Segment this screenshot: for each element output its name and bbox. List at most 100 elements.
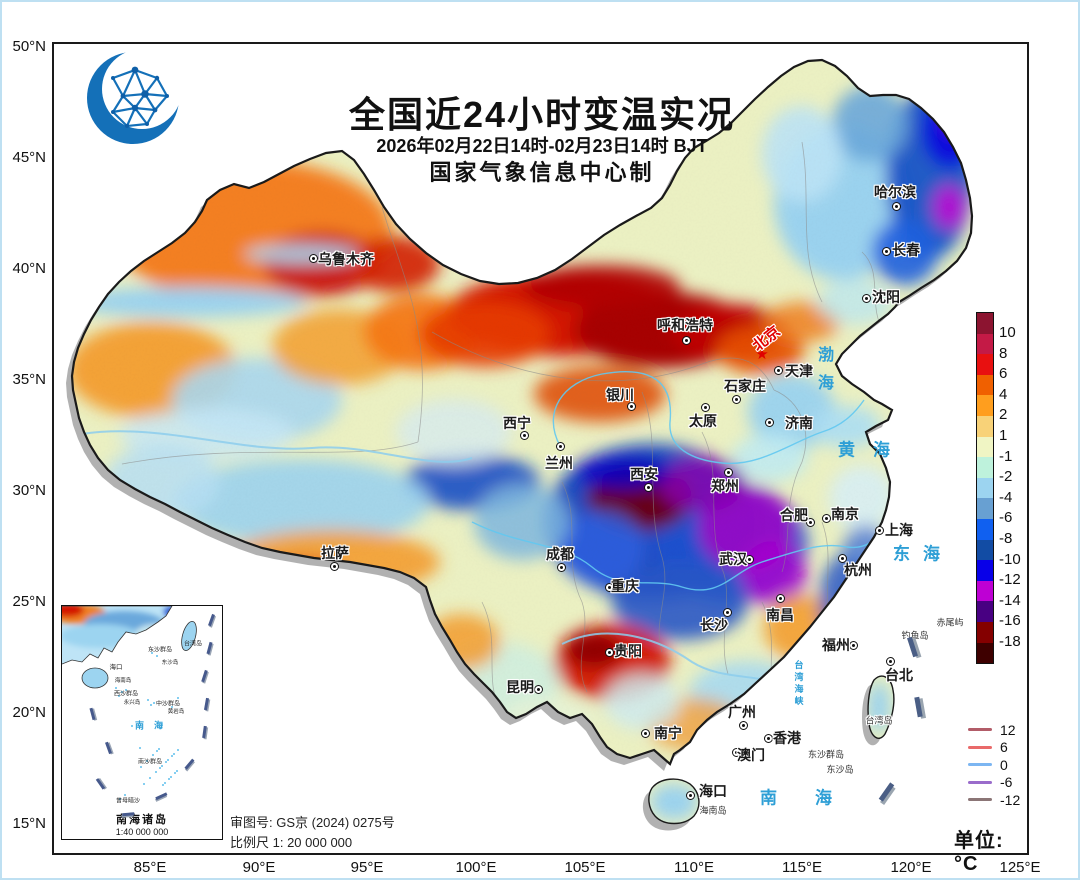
city-marker	[626, 401, 636, 411]
colorbar-tick-label: -2	[999, 468, 1013, 486]
city-marker	[837, 553, 847, 563]
lat-tick-label: 30°N	[12, 482, 46, 499]
sea-label: 黄海	[838, 440, 908, 460]
city-label: 天津	[785, 363, 813, 379]
city-label: 拉萨	[321, 545, 349, 561]
map-approval-number: 审图号: GS京 (2024) 0275号	[230, 815, 395, 830]
rivers	[471, 370, 883, 591]
city-label: 呼和浩特	[657, 317, 713, 333]
city-label: 武汉	[719, 551, 747, 567]
city-label: 广州	[728, 704, 756, 720]
unit-label: 单位:°C	[954, 830, 1004, 875]
city-marker	[775, 593, 785, 603]
colorbar-cell	[977, 477, 993, 499]
colorbar-cell	[977, 539, 993, 561]
city-label: 合肥	[780, 507, 808, 523]
isoline-swatch	[968, 763, 992, 766]
isoline-label: 12	[1000, 721, 1016, 738]
city-label: 上海	[885, 522, 913, 538]
city-marker	[723, 467, 733, 477]
inset-island-label: 永兴岛	[123, 700, 141, 706]
city-marker	[555, 441, 565, 451]
island-label: 海南岛	[699, 805, 727, 816]
city-marker	[533, 684, 543, 694]
isoline-label: -12	[1000, 791, 1021, 808]
city-label: 香港	[773, 730, 801, 746]
lat-tick-label: 50°N	[12, 38, 46, 55]
colorbar-cell	[977, 560, 993, 581]
lat-tick-label: 35°N	[12, 371, 46, 388]
city-marker	[685, 790, 695, 800]
inset-island-label: 海口	[109, 664, 123, 671]
colorbar-tick-label: -1	[999, 447, 1013, 465]
lat-tick-label: 45°N	[12, 149, 46, 166]
city-marker	[763, 733, 773, 743]
lat-tick-label: 15°N	[12, 815, 46, 832]
lat-tick-label: 40°N	[12, 260, 46, 277]
city-marker	[329, 561, 339, 571]
city-marker	[881, 246, 891, 256]
colorbar-tick-label: -6	[999, 509, 1013, 527]
temperature-colorbar	[976, 312, 994, 664]
taiwan-island	[181, 621, 197, 651]
inset-island-label: 东沙岛	[161, 660, 179, 666]
city-label: 长春	[892, 242, 920, 258]
inset-island-label: 南沙群岛	[137, 759, 163, 766]
sea-label: 渤海	[815, 346, 832, 402]
colorbar-cell	[977, 436, 993, 458]
city-label: 西宁	[503, 415, 531, 431]
lon-tick-label: 115°E	[782, 859, 822, 876]
lat-tick-label: 25°N	[12, 593, 46, 610]
colorbar-tick-label: -10	[999, 550, 1021, 568]
city-marker	[885, 656, 895, 666]
island-label: 钓鱼岛	[901, 630, 929, 641]
city-label: 西安	[630, 466, 658, 482]
inset-sea-label: 南海	[134, 720, 174, 731]
inset-island-label: 中沙群岛	[155, 701, 181, 708]
colorbar-cell	[977, 601, 993, 622]
lon-tick-label: 90°E	[242, 859, 276, 876]
sea-label: 台湾海峡	[793, 660, 804, 708]
city-label: 南京	[831, 506, 859, 522]
page-title: 全国近24小时变温实况	[348, 94, 736, 135]
isoline-swatch	[968, 745, 992, 749]
colorbar-cell	[977, 354, 993, 375]
lon-tick-label: 85°E	[133, 859, 167, 876]
colorbar-tick-label: -16	[999, 612, 1021, 630]
colorbar-cell	[977, 333, 993, 355]
colorbar-tick-label: -12	[999, 571, 1021, 589]
colorbar-cell	[977, 415, 993, 437]
city-marker	[519, 430, 529, 440]
lon-tick-label: 105°E	[564, 859, 606, 876]
sea-label: 南海	[760, 788, 870, 808]
city-label: 贵阳	[614, 643, 642, 659]
isoline-label: -6	[1000, 774, 1013, 790]
colorbar-tick-label: -4	[999, 488, 1013, 506]
south-china-sea-inset: 南海诸岛 1:40 000 000 台湾岛 东沙群岛 东沙岛 海口 海南岛 西沙群岛 永兴岛…	[61, 605, 223, 840]
colorbar-cell	[977, 457, 993, 478]
city-label: 济南	[785, 415, 813, 431]
city-marker	[821, 513, 831, 523]
city-marker	[731, 747, 741, 757]
city-label: 南昌	[766, 607, 794, 623]
island-label: 东沙岛	[826, 764, 854, 775]
isoline-label: 0	[1000, 756, 1008, 773]
city-label: 银川	[606, 387, 634, 403]
city-marker	[700, 402, 710, 412]
isoline-label: 6	[1000, 739, 1008, 755]
city-marker	[604, 647, 614, 657]
inset-island-label: 黄岩岛	[167, 709, 185, 715]
colorbar-tick-label: 8	[999, 344, 1008, 362]
lon-tick-label: 110°E	[674, 859, 714, 876]
colorbar-cell	[977, 313, 993, 334]
city-label: 福州	[822, 637, 850, 653]
city-label: 南宁	[654, 725, 682, 741]
inset-island-label: 西沙群岛	[113, 691, 139, 698]
island-label: 台湾岛	[865, 715, 893, 726]
city-marker	[643, 482, 653, 492]
city-label: 沈阳	[872, 289, 900, 305]
city-label: 长沙	[700, 617, 728, 633]
inset-island-label: 东沙群岛	[147, 647, 173, 654]
colorbar-cell	[977, 642, 993, 664]
